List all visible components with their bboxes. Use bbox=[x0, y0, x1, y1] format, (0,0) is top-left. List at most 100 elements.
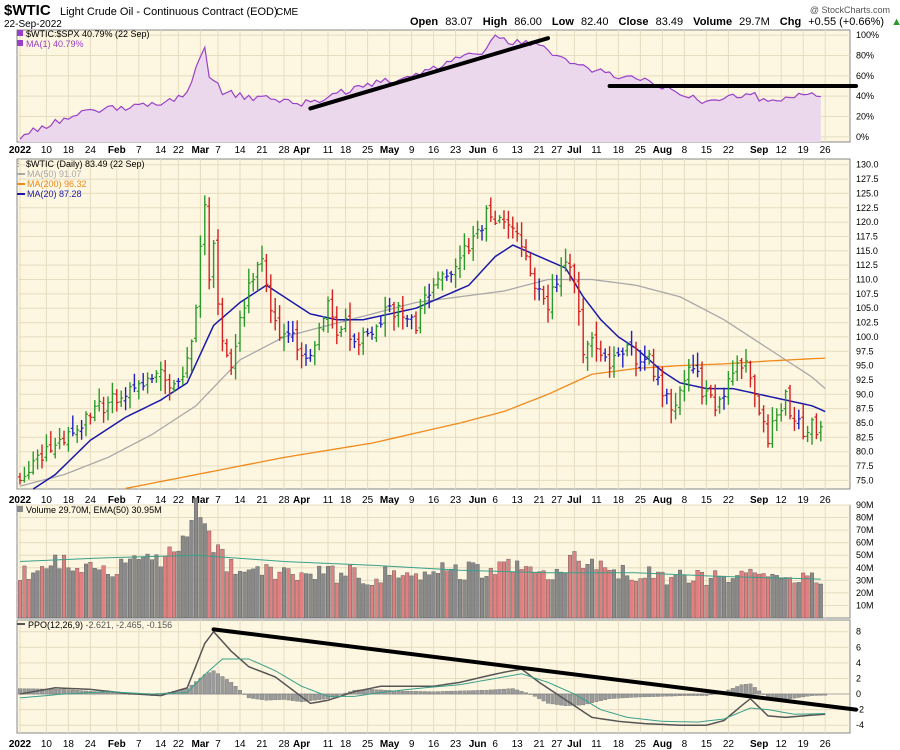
price-bar bbox=[616, 347, 621, 357]
price-bar bbox=[189, 339, 194, 372]
price-y-tick-label: 127.5 bbox=[856, 174, 879, 184]
ppo-histogram-bar bbox=[114, 692, 119, 695]
close-label: Close bbox=[619, 16, 649, 28]
x-tick-label: 18 bbox=[63, 495, 75, 506]
price-bar bbox=[57, 427, 62, 450]
ma200-legend-name: MA(200) bbox=[27, 179, 62, 189]
volume-bar bbox=[207, 530, 212, 619]
volume-y-tick-label: 20M bbox=[856, 588, 874, 598]
ppo-histogram-bar bbox=[286, 693, 291, 701]
ppo-histogram-bar bbox=[396, 690, 401, 695]
volume-bar bbox=[607, 570, 612, 619]
ppo-histogram-bar bbox=[546, 693, 550, 704]
x-tick-label: 28 bbox=[278, 739, 290, 750]
x-tick-label: 9 bbox=[409, 495, 415, 506]
price-bar bbox=[519, 222, 524, 258]
volume-bar bbox=[101, 565, 106, 619]
volume-bar bbox=[651, 578, 656, 619]
price-bar bbox=[722, 387, 726, 410]
price-bar bbox=[31, 451, 36, 475]
x-tick-label: 14 bbox=[155, 495, 167, 506]
price-bar bbox=[638, 349, 643, 372]
ppo-histogram-bar bbox=[436, 691, 440, 695]
ppo-histogram-bar bbox=[612, 693, 616, 699]
x-tick-label: 25 bbox=[362, 145, 374, 156]
volume-bar bbox=[343, 575, 348, 619]
volume-bar bbox=[713, 570, 718, 619]
price-bar bbox=[348, 302, 352, 351]
price-bar bbox=[735, 355, 740, 382]
volume-bar bbox=[185, 536, 190, 619]
x-tick-label: 24 bbox=[85, 739, 97, 750]
price-bar bbox=[427, 283, 432, 309]
price-bar bbox=[79, 419, 84, 440]
volume-bar bbox=[748, 568, 753, 619]
price-bar bbox=[238, 310, 242, 352]
price-bar bbox=[475, 220, 480, 239]
ppo-histogram-bar bbox=[308, 693, 313, 701]
x-tick-label: 8 bbox=[682, 739, 688, 750]
ratio-y-tick-label: 80% bbox=[856, 50, 874, 60]
volume-bar bbox=[708, 578, 713, 619]
x-tick-label: 18 bbox=[63, 739, 75, 750]
volume-bar bbox=[757, 573, 762, 619]
x-tick-label: 22 bbox=[723, 739, 735, 750]
price-y-tick-label: 130.0 bbox=[856, 160, 879, 170]
volume-bar bbox=[242, 571, 247, 619]
x-tick-label: Feb bbox=[108, 739, 126, 750]
instrument-name: Light Crude Oil - Continuous Contract (E… bbox=[60, 6, 278, 18]
ppo-histogram-bar bbox=[62, 689, 66, 695]
volume-bar bbox=[105, 574, 110, 619]
price-bar bbox=[383, 296, 388, 337]
volume-bar bbox=[282, 567, 287, 619]
price-bar bbox=[449, 270, 454, 283]
volume-bar bbox=[519, 569, 524, 619]
price-bar bbox=[532, 267, 537, 301]
x-tick-label: 21 bbox=[256, 495, 268, 506]
price-bar bbox=[405, 314, 410, 328]
ppo-pane: 8 6 4 2 0 -2 -4 bbox=[17, 627, 864, 730]
x-tick-label: 15 bbox=[701, 495, 713, 506]
volume-bar bbox=[31, 572, 36, 619]
price-bar bbox=[510, 216, 515, 239]
volume-bar bbox=[260, 574, 265, 619]
volume-bar bbox=[524, 566, 529, 619]
price-label: $WTIC (Daily) 83.49 (22 Sep) bbox=[26, 159, 145, 169]
ppo-histogram-bar bbox=[246, 693, 251, 699]
price-bar bbox=[317, 322, 322, 351]
price-bar bbox=[686, 358, 691, 392]
price-bar bbox=[422, 286, 427, 315]
volume-bar bbox=[365, 584, 370, 619]
price-bar bbox=[84, 411, 88, 437]
volume-bar bbox=[409, 575, 414, 619]
volume-bar bbox=[97, 569, 102, 619]
volume-bar bbox=[581, 568, 586, 619]
volume-y-tick-label: 90M bbox=[856, 500, 874, 510]
ppo-histogram-bar bbox=[409, 691, 414, 695]
ppo-histogram-bar bbox=[528, 693, 533, 695]
ppo-histogram-bar bbox=[422, 691, 427, 695]
x-tick-label: 2022 bbox=[9, 145, 32, 156]
price-bar bbox=[75, 425, 80, 443]
volume-bar bbox=[792, 582, 797, 619]
ppo-y-tick-label: 8 bbox=[856, 627, 861, 637]
volume-bar bbox=[568, 555, 573, 619]
ppo-histogram-bar bbox=[524, 692, 528, 695]
volume-bar bbox=[326, 566, 331, 619]
ppo-histogram-bar bbox=[616, 693, 621, 699]
ratio-ma-label: MA(1) 40.79% bbox=[26, 39, 84, 49]
x-tick-label: 21 bbox=[534, 495, 546, 506]
price-bar bbox=[770, 407, 775, 448]
price-bar bbox=[581, 298, 586, 364]
price-bar bbox=[176, 377, 181, 389]
price-y-tick-label: 85.0 bbox=[856, 418, 874, 428]
ppo-histogram-bar bbox=[211, 670, 216, 695]
price-bar bbox=[352, 333, 357, 349]
price-bar bbox=[185, 347, 190, 379]
price-bar bbox=[150, 374, 154, 384]
x-tick-label: 11 bbox=[591, 145, 602, 156]
ppo-histogram-bar bbox=[620, 693, 625, 699]
price-bar bbox=[480, 225, 484, 241]
volume-bar bbox=[154, 554, 159, 619]
x-tick-label: 14 bbox=[234, 495, 246, 506]
